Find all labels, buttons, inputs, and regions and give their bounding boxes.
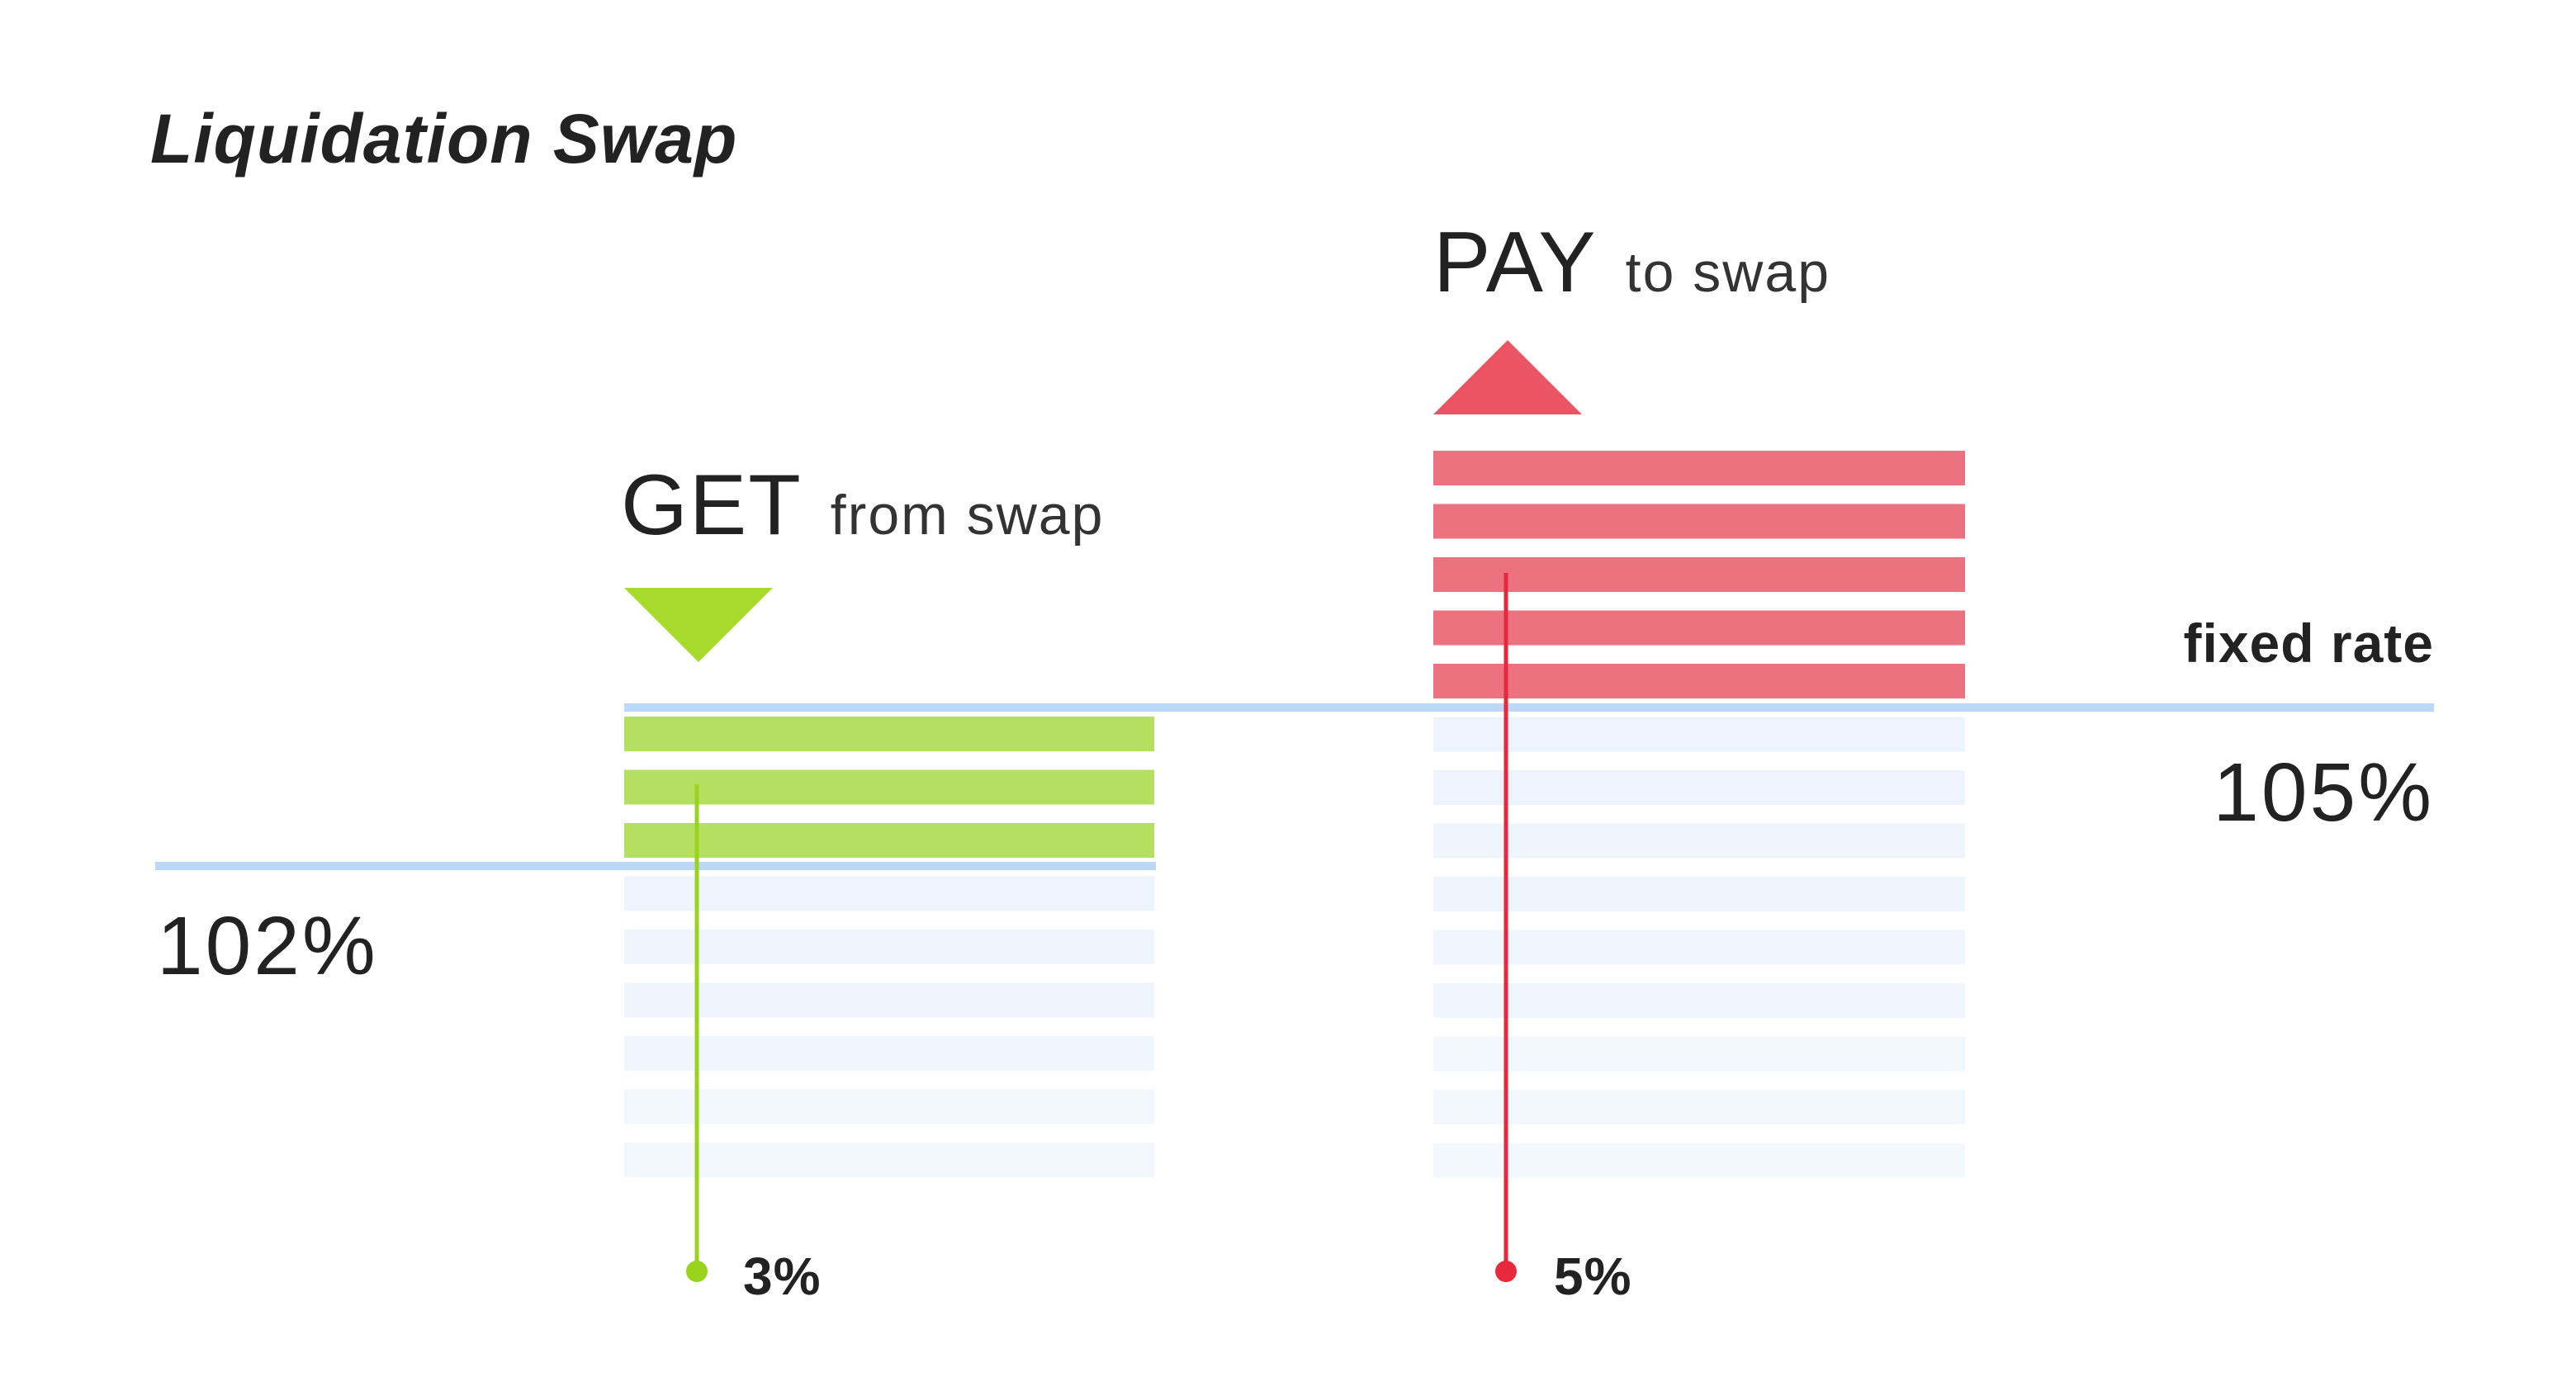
- get-heading-strong: GET: [621, 457, 803, 553]
- pay-stripe-faded: [1433, 877, 1965, 911]
- pay-stripe-active: [1433, 664, 1965, 698]
- get-stripe-faded: [624, 983, 1154, 1018]
- pay-stripe-active: [1433, 451, 1965, 485]
- get-stripe-faded: [624, 1090, 1154, 1124]
- pay-heading-light: to swap: [1626, 241, 1830, 304]
- pay-stripe-faded: [1433, 983, 1965, 1018]
- up-arrow-icon: [1433, 340, 1582, 414]
- get-stripe-faded: [624, 930, 1154, 964]
- diagram-title: Liquidation Swap: [150, 104, 737, 173]
- fixed-rate-label: fixed rate: [2184, 616, 2434, 670]
- pay-stripe-faded: [1433, 824, 1965, 859]
- get-stripe-faded: [624, 877, 1154, 911]
- pay-stripe-faded: [1433, 1037, 1965, 1072]
- get-stripe-active: [624, 770, 1154, 805]
- get-stripe-active: [624, 717, 1154, 751]
- get-stripe-faded: [624, 1036, 1154, 1071]
- pay-heading: PAY to swap: [1433, 220, 1830, 305]
- fixed-rate-value: 105%: [2213, 751, 2434, 834]
- pay-percent: 5%: [1554, 1250, 1632, 1303]
- get-stripe-active: [624, 823, 1154, 858]
- pay-heading-strong: PAY: [1433, 215, 1598, 310]
- get-stripe-stack: [624, 717, 1154, 1177]
- pay-stripe-active: [1433, 611, 1965, 646]
- pay-stripe-stack: [1433, 451, 1965, 1178]
- pay-stripe-active: [1433, 504, 1965, 539]
- get-heading-light: from swap: [831, 484, 1105, 547]
- get-indicator-dot-icon: [686, 1261, 708, 1282]
- pay-stripe-faded: [1433, 1090, 1965, 1124]
- pay-stripe-faded: [1433, 930, 1965, 965]
- pay-stripe-faded: [1433, 1143, 1965, 1178]
- pay-stripe-active: [1433, 557, 1965, 592]
- pay-stripe-faded: [1433, 717, 1965, 752]
- get-percent: 3%: [743, 1250, 822, 1303]
- pay-indicator-dot-icon: [1495, 1261, 1517, 1282]
- pay-stripe-faded: [1433, 770, 1965, 805]
- get-heading: GET from swap: [621, 462, 1104, 548]
- get-stripe-faded: [624, 1143, 1154, 1177]
- down-arrow-icon: [624, 588, 773, 662]
- low-rate-value: 102%: [157, 905, 378, 987]
